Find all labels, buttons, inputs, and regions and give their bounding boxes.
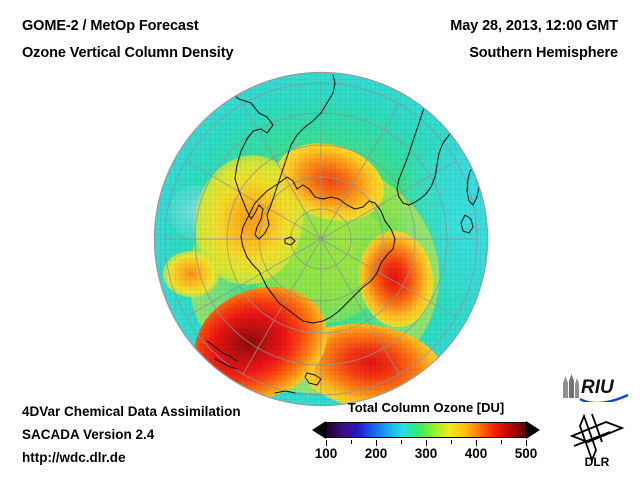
colorbar-title: Total Column Ozone [DU] — [347, 400, 505, 415]
colorbar-major-tick — [426, 440, 428, 446]
footer-line-version: SACADA Version 2.4 — [22, 427, 155, 442]
page-title: GOME-2 / MetOp Forecast — [22, 18, 199, 34]
header: GOME-2 / MetOp Forecast May 28, 2013, 12… — [0, 0, 640, 72]
colorbar-minor-tick — [451, 440, 453, 444]
limb-shading — [155, 73, 487, 405]
ozone-map — [155, 73, 487, 405]
header-row-primary: GOME-2 / MetOp Forecast May 28, 2013, 12… — [22, 18, 618, 34]
colorbar-minor-tick — [401, 440, 403, 444]
colorbar-major-tick — [526, 440, 528, 446]
colorbar-major-tick — [376, 440, 378, 446]
dlr-mark-icon — [569, 413, 625, 463]
page-subtitle: Ozone Vertical Column Density — [22, 45, 234, 61]
coastline-africa — [396, 74, 464, 206]
footer-info: 4DVar Chemical Data Assimilation SACADA … — [22, 400, 241, 469]
footer-line-url[interactable]: http://wdc.dlr.de — [22, 450, 126, 465]
coastline-antarctica — [240, 176, 396, 324]
colorbar-tick-label: 100 — [314, 446, 338, 461]
colorbar-major-tick — [476, 440, 478, 446]
coastline-tasmania — [304, 372, 322, 386]
footer-line-method: 4DVar Chemical Data Assimilation — [22, 404, 241, 419]
timestamp: May 28, 2013, 12:00 GMT — [450, 18, 618, 34]
header-row-secondary: Ozone Vertical Column Density Southern H… — [22, 45, 618, 61]
dlr-logo-text: DLR — [585, 455, 610, 468]
colorbar-major-tick — [326, 440, 328, 446]
ozone-blob-west-spot — [163, 251, 219, 297]
colorbar-row — [312, 420, 540, 440]
coastline-madagascar — [466, 168, 480, 206]
dlr-logo: DLR — [569, 413, 625, 468]
colorbar-tick-labels: 100 200 300 400 500 — [315, 446, 538, 464]
coastline-falklands — [284, 236, 296, 246]
south-pole-marker — [318, 236, 324, 242]
colorbar-minor-tick — [351, 440, 353, 444]
region-label: Southern Hemisphere — [469, 45, 618, 61]
coastline-madagascar-south — [460, 214, 474, 234]
colorbar-gradient — [326, 422, 526, 438]
riu-towers-icon — [563, 374, 579, 398]
colorbar-high-extend-arrow — [526, 421, 540, 439]
colorbar-tick-label: 200 — [364, 446, 388, 461]
colorbar-tick-label: 400 — [464, 446, 488, 461]
colorbar-tick-label: 300 — [414, 446, 438, 461]
riu-logo-text: RIU — [581, 377, 615, 398]
riu-wave-icon — [579, 393, 629, 402]
riu-logo: RIU — [563, 374, 629, 402]
coastlines — [206, 74, 480, 394]
colorbar-ticks — [326, 440, 528, 446]
colorbar-tick-label: 500 — [514, 446, 538, 461]
coastline-south-america — [206, 74, 336, 240]
colorbar-low-extend-arrow — [312, 421, 326, 439]
coastline-southern-australia — [274, 390, 296, 394]
colorbar: Total Column Ozone [DU] 100 200 300 400 500 — [312, 400, 540, 464]
coastline-new-zealand — [206, 340, 238, 370]
colorbar-minor-tick — [501, 440, 503, 444]
globe-disc — [155, 73, 487, 405]
